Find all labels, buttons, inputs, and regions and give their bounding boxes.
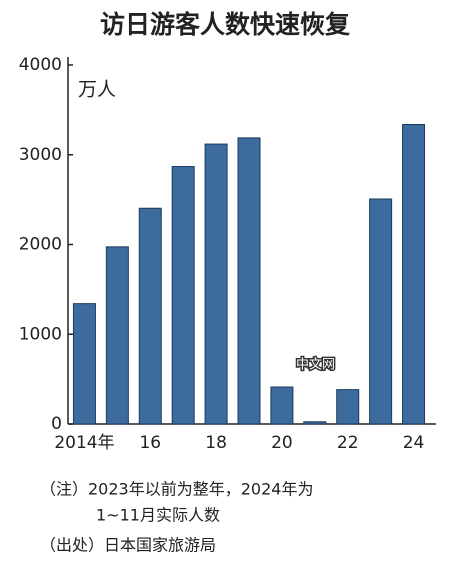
bar — [105, 246, 129, 425]
chart-title: 访日游客人数快速恢复 — [100, 10, 351, 39]
note: （注）2023年以前为整年，2024年为 — [40, 480, 313, 499]
y-tick-label: 0 — [51, 414, 62, 434]
x-tick-label: 20 — [271, 433, 293, 453]
y-tick-label: 1000 — [19, 324, 62, 344]
bar — [237, 137, 261, 425]
bar — [402, 124, 426, 425]
bar — [270, 386, 294, 425]
x-tick-label: 16 — [139, 433, 161, 453]
x-tick-label: 22 — [337, 433, 359, 453]
x-tick-label: 18 — [205, 433, 227, 453]
bar — [72, 303, 96, 425]
x-tick-label: 2014年 — [54, 433, 114, 453]
bar — [369, 198, 393, 425]
unit-label: 万人 — [78, 79, 116, 101]
watermark: 中文网 — [296, 358, 335, 373]
bar — [204, 143, 228, 425]
bar — [303, 421, 327, 425]
bar — [138, 207, 162, 425]
x-tick-label: 24 — [403, 433, 425, 453]
bar — [171, 166, 195, 425]
bar — [336, 389, 360, 425]
note: 1~11月实际人数 — [96, 506, 220, 525]
y-tick-label: 3000 — [19, 145, 62, 165]
y-tick-label: 4000 — [19, 55, 62, 75]
source: （出处）日本国家旅游局 — [40, 536, 216, 555]
y-tick-label: 2000 — [19, 235, 62, 255]
